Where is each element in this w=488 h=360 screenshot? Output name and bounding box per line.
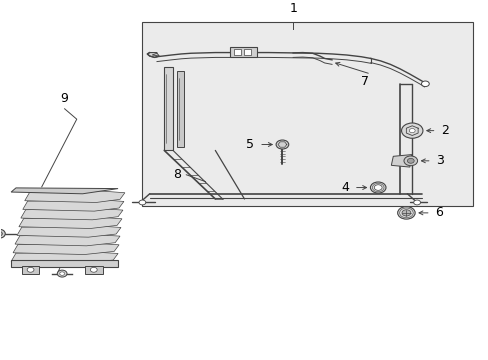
- Bar: [233, 49, 241, 55]
- Circle shape: [413, 200, 420, 205]
- Bar: [229, 47, 256, 57]
- Text: 10: 10: [24, 262, 40, 275]
- Polygon shape: [13, 243, 119, 255]
- Polygon shape: [15, 234, 120, 246]
- Text: 6: 6: [435, 206, 443, 219]
- Polygon shape: [390, 154, 411, 167]
- Circle shape: [0, 229, 5, 238]
- Text: 2: 2: [441, 124, 448, 137]
- Bar: [177, 71, 184, 147]
- Circle shape: [397, 207, 414, 219]
- Bar: [243, 49, 250, 55]
- Polygon shape: [23, 200, 123, 211]
- Polygon shape: [19, 217, 122, 229]
- Circle shape: [57, 270, 67, 277]
- Bar: [142, 22, 472, 206]
- Circle shape: [27, 267, 34, 272]
- Text: 4: 4: [341, 181, 348, 194]
- Polygon shape: [21, 208, 122, 220]
- Circle shape: [276, 140, 288, 149]
- Bar: [85, 266, 102, 274]
- Circle shape: [408, 129, 414, 133]
- Text: 7: 7: [361, 75, 368, 87]
- Circle shape: [0, 231, 2, 236]
- Circle shape: [421, 81, 428, 86]
- Circle shape: [403, 156, 417, 166]
- Text: 9: 9: [61, 92, 68, 105]
- Polygon shape: [17, 226, 121, 237]
- Polygon shape: [11, 252, 118, 263]
- Text: 8: 8: [173, 168, 181, 181]
- Bar: [22, 266, 39, 274]
- Text: 3: 3: [436, 154, 444, 167]
- Bar: [164, 67, 173, 150]
- Polygon shape: [25, 191, 124, 202]
- Circle shape: [139, 200, 145, 205]
- Circle shape: [60, 272, 64, 275]
- Text: 1: 1: [288, 2, 296, 15]
- Circle shape: [90, 267, 97, 272]
- Circle shape: [401, 210, 410, 216]
- Text: 5: 5: [246, 138, 254, 151]
- Bar: [11, 260, 118, 267]
- Circle shape: [401, 123, 422, 138]
- Circle shape: [370, 182, 385, 193]
- Polygon shape: [147, 53, 157, 58]
- Polygon shape: [152, 53, 159, 56]
- Circle shape: [373, 185, 381, 190]
- Circle shape: [407, 158, 413, 163]
- Polygon shape: [11, 188, 118, 194]
